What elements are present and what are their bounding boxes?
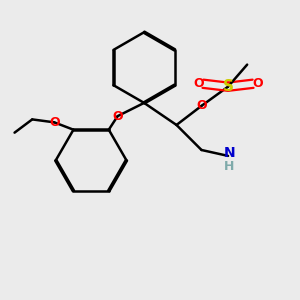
Text: O: O xyxy=(252,77,263,90)
Text: H: H xyxy=(224,160,235,173)
Text: O: O xyxy=(49,116,60,129)
Text: N: N xyxy=(224,146,235,160)
Text: O: O xyxy=(112,110,123,123)
Text: O: O xyxy=(193,77,204,90)
Text: S: S xyxy=(223,79,233,94)
Text: O: O xyxy=(196,99,207,112)
